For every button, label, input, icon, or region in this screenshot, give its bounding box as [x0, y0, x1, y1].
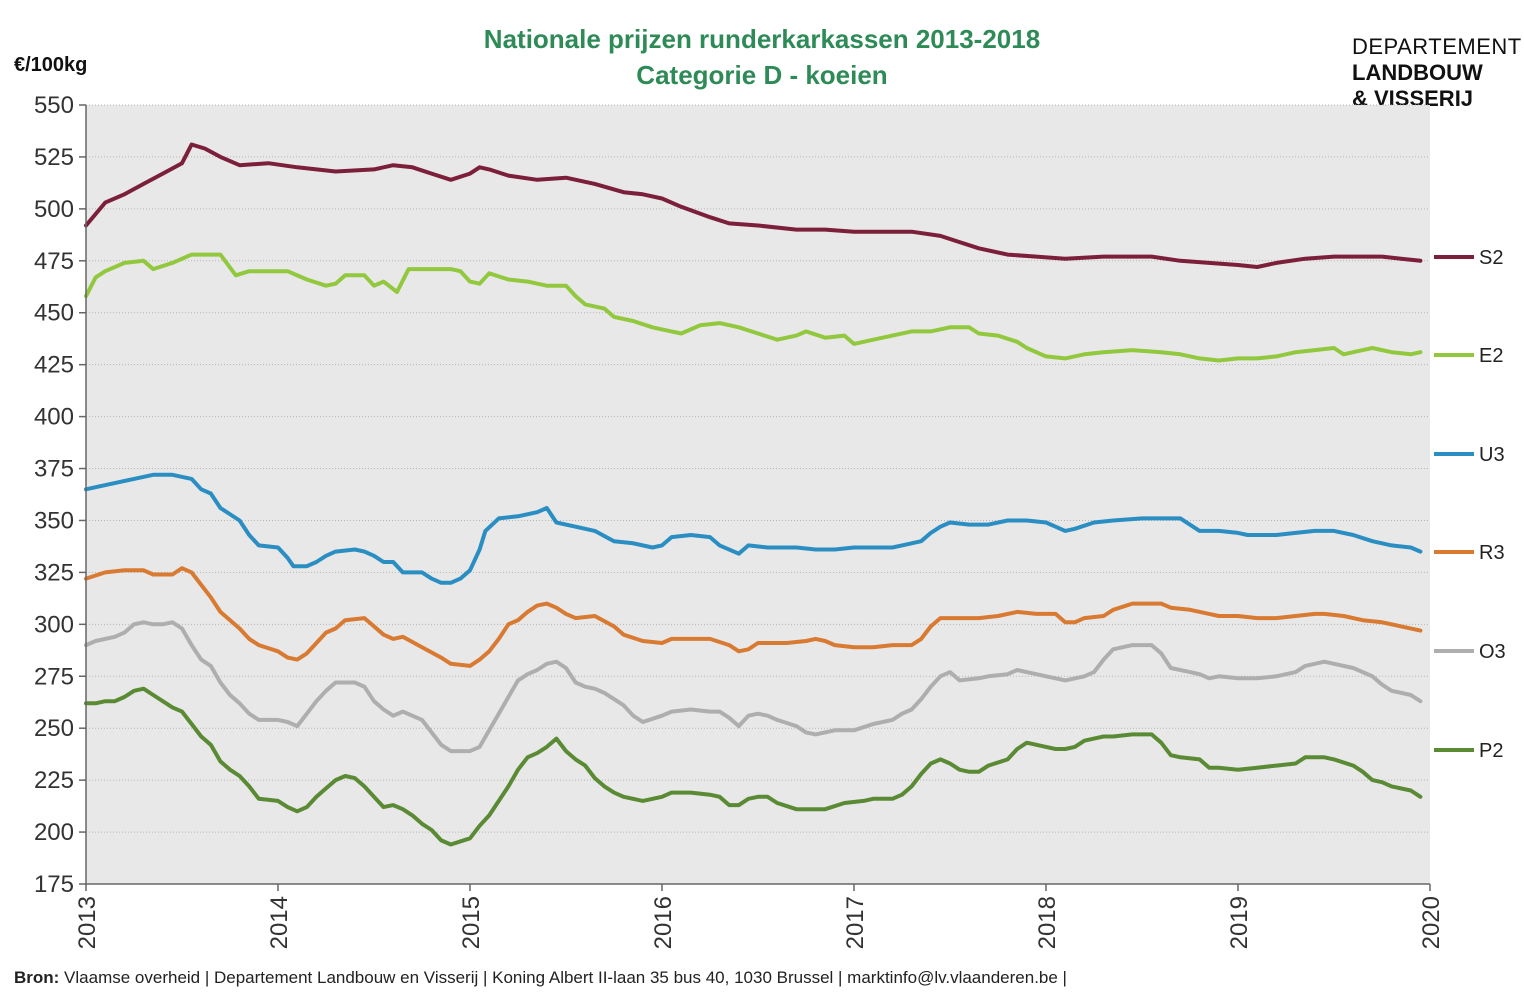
x-axis-ticks: 2013 2014 2015 2016 2017 2018 2019 2020 — [74, 884, 1445, 949]
legend-label-r3: R3 — [1479, 542, 1505, 564]
y-tick-label: 450 — [34, 300, 74, 327]
legend-label-s2: S2 — [1479, 247, 1503, 269]
footer-label: Bron: — [14, 968, 60, 987]
y-tick-label: 500 — [34, 196, 74, 223]
footer-text: Vlaamse overheid | Departement Landbouw … — [59, 968, 1067, 987]
series-line-p2 — [84, 686, 1423, 847]
series-line-e2 — [84, 252, 1423, 363]
y-axis-label: €/100kg — [14, 54, 88, 76]
y-tick-label: 200 — [34, 819, 74, 846]
chart-subtitle: Categorie D - koeien — [636, 60, 888, 90]
x-tick-label: 2015 — [458, 896, 485, 949]
y-tick-label: 350 — [34, 507, 74, 534]
y-tick-label: 225 — [34, 767, 74, 794]
x-tick-label: 2019 — [1226, 896, 1253, 949]
legend-label-p2: P2 — [1479, 740, 1503, 762]
x-tick-label: 2013 — [74, 896, 101, 949]
x-tick-label: 2018 — [1034, 896, 1061, 949]
series-lines — [84, 142, 1423, 847]
gridlines — [86, 104, 1430, 833]
legend-label-o3: O3 — [1479, 641, 1506, 663]
y-tick-label: 175 — [34, 871, 74, 898]
y-tick-label: 300 — [34, 611, 74, 638]
x-tick-label: 2020 — [1418, 896, 1445, 949]
x-tick-label: 2014 — [266, 896, 293, 949]
y-tick-label: 275 — [34, 663, 74, 690]
y-tick-label: 400 — [34, 404, 74, 431]
series-line-s2 — [84, 142, 1423, 269]
y-tick-label: 375 — [34, 456, 74, 483]
chart-title: Nationale prijzen runderkarkassen 2013-2… — [483, 24, 1041, 54]
plot-area — [86, 105, 1430, 884]
department-logo: DEPARTEMENT LANDBOUW & VISSERIJ — [1352, 34, 1522, 112]
y-tick-label: 425 — [34, 352, 74, 379]
series-line-o3 — [84, 620, 1423, 754]
x-tick-label: 2017 — [842, 896, 869, 949]
x-tick-label: 2016 — [650, 896, 677, 949]
y-tick-label: 250 — [34, 715, 74, 742]
y-tick-label: 325 — [34, 559, 74, 586]
series-line-r3 — [84, 566, 1423, 668]
legend: S2 E2 U3 R3 O3 P2 — [1434, 247, 1506, 762]
y-axis-ticks: 175 200 225 250 275 300 325 350 375 400 425 450 475 5… — [34, 92, 86, 898]
source-footer: Bron: Vlaamse overheid | Departement Lan… — [14, 968, 1067, 988]
logo-line-1: DEPARTEMENT — [1352, 34, 1522, 59]
series-line-u3 — [84, 472, 1423, 585]
y-tick-label: 475 — [34, 248, 74, 275]
y-tick-label: 550 — [34, 92, 74, 119]
logo-line-2: LANDBOUW — [1352, 60, 1483, 85]
y-tick-label: 525 — [34, 144, 74, 171]
legend-label-u3: U3 — [1479, 444, 1505, 466]
line-chart: 175 200 225 250 275 300 325 350 375 400 425 450 475 5… — [34, 92, 1506, 949]
legend-label-e2: E2 — [1479, 345, 1503, 367]
